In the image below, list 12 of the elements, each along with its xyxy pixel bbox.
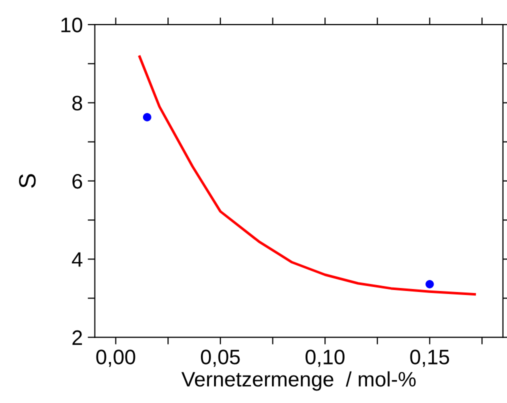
y-tick-label: 8: [72, 96, 82, 111]
x-tick-label: 0,15: [410, 350, 450, 367]
y-axis-title: S: [19, 174, 36, 188]
y-tick-label: 10: [61, 18, 82, 32]
x-tick-label: 0,00: [96, 350, 136, 367]
x-tick-label: 0,10: [306, 350, 344, 367]
x-tick-label: 0,05: [200, 350, 240, 367]
y-tick-label: 6: [72, 174, 82, 189]
x-axis-title: Vernetzermenge / mol-%: [181, 371, 416, 391]
line-series: [138, 55, 476, 296]
y-tick-label: 4: [72, 252, 82, 267]
y-tick-label: 2: [72, 330, 82, 345]
